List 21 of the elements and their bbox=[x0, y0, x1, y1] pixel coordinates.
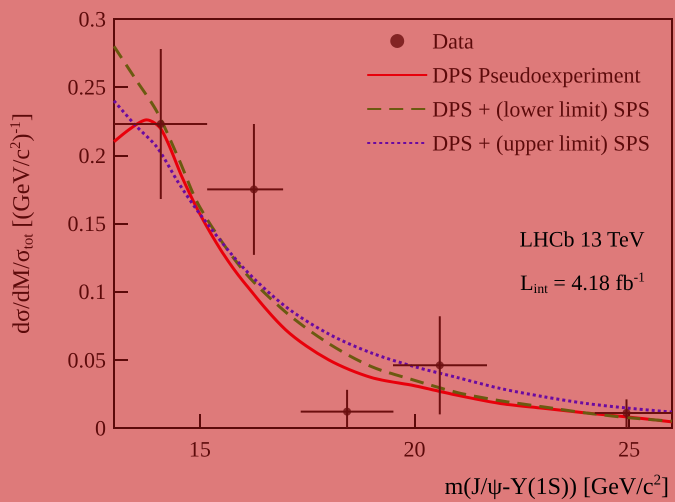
y-tick-label: 0.15 bbox=[68, 211, 106, 236]
x-tick-label: 20 bbox=[403, 436, 426, 462]
x-tick-label: 15 bbox=[188, 436, 211, 462]
legend-label: Data bbox=[432, 28, 474, 54]
point bbox=[250, 185, 258, 194]
y-tick-label: 0.25 bbox=[68, 74, 106, 100]
legend-label: DPS + (lower limit) SPS bbox=[432, 96, 650, 122]
y-tick-label: 0.2 bbox=[78, 142, 106, 168]
legend-label: DPS + (upper limit) SPS bbox=[432, 130, 650, 156]
point bbox=[156, 120, 165, 128]
y-tick-label: 0.05 bbox=[68, 347, 106, 372]
y-axis-title: dσ/dM/σtot [(GeV/c2)-1] bbox=[8, 113, 36, 334]
y-tick-label: 0 bbox=[95, 416, 106, 440]
x-tick-label: 25 bbox=[618, 436, 640, 462]
y-tick-label: 0.1 bbox=[78, 279, 106, 304]
legend-label: DPS Pseudoexperiment bbox=[432, 62, 641, 88]
point bbox=[622, 409, 630, 417]
point bbox=[436, 361, 444, 370]
point bbox=[343, 408, 352, 416]
y-tick-label: 0.3 bbox=[78, 6, 106, 32]
annotation: LHCb 13 TeV bbox=[519, 226, 645, 252]
